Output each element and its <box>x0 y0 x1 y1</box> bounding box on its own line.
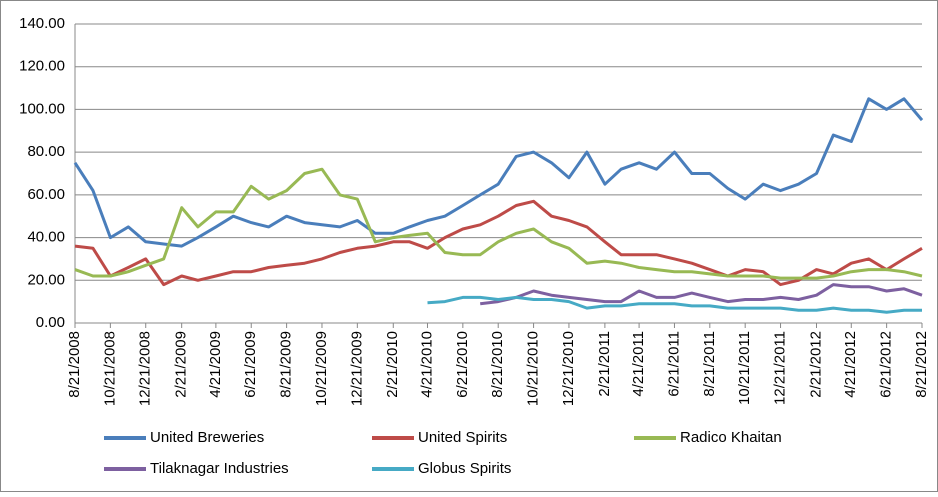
legend-label: Tilaknagar Industries <box>150 460 289 477</box>
y-tick-label: 140.00 <box>19 15 65 32</box>
x-tick-label: 2/21/2012 <box>807 331 824 398</box>
y-tick-label: 20.00 <box>27 271 65 288</box>
legend-label: United Spirits <box>418 429 507 446</box>
legend-label: Globus Spirits <box>418 460 511 477</box>
legend-label: United Breweries <box>150 429 264 446</box>
x-tick-label: 12/21/2011 <box>772 331 789 405</box>
legend-label: Radico Khaitan <box>680 429 782 446</box>
x-tick-label: 6/21/2009 <box>242 331 259 398</box>
y-tick-label: 80.00 <box>27 143 65 160</box>
x-tick-label: 2/21/2010 <box>384 331 401 398</box>
x-tick-label: 2/21/2011 <box>596 331 613 397</box>
x-tick-label: 6/21/2012 <box>878 331 895 398</box>
x-tick-label: 4/21/2010 <box>418 331 435 398</box>
x-tick-label: 2/21/2009 <box>173 331 190 398</box>
y-tick-label: 100.00 <box>19 100 65 117</box>
series-line <box>427 295 922 314</box>
y-tick-label: 0.00 <box>36 314 65 331</box>
y-tick-label: 120.00 <box>19 58 65 75</box>
x-tick-label: 8/21/2011 <box>701 331 718 397</box>
x-tick-label: 12/21/2008 <box>137 331 154 406</box>
x-tick-label: 10/21/2010 <box>525 331 542 406</box>
x-tick-label: 4/21/2011 <box>630 331 647 397</box>
x-tick-label: 12/21/2010 <box>560 331 577 406</box>
series-line <box>74 167 923 280</box>
x-tick-label: 8/21/2010 <box>489 331 506 398</box>
x-tick-label: 12/21/2009 <box>348 331 365 406</box>
series-line <box>73 97 924 248</box>
series-line <box>480 283 923 306</box>
x-tick-label: 8/21/2009 <box>278 331 295 398</box>
x-tick-label: 6/21/2010 <box>454 331 471 398</box>
x-tick-label: 10/21/2009 <box>313 331 330 406</box>
x-tick-label: 4/21/2012 <box>842 331 859 398</box>
y-tick-label: 40.00 <box>27 229 65 246</box>
x-tick-label: 10/21/2008 <box>101 331 118 406</box>
x-tick-label: 10/21/2011 <box>736 331 753 405</box>
series-line <box>74 199 923 287</box>
x-tick-label: 4/21/2009 <box>207 331 224 398</box>
x-tick-label: 8/21/2012 <box>913 331 930 398</box>
y-tick-label: 60.00 <box>27 186 65 203</box>
x-tick-label: 6/21/2011 <box>665 331 682 397</box>
x-tick-label: 8/21/2008 <box>66 331 83 398</box>
